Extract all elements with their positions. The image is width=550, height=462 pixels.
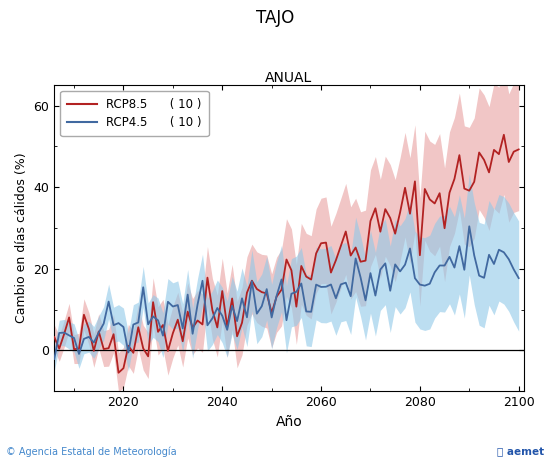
Y-axis label: Cambio en días cálidos (%): Cambio en días cálidos (%): [15, 153, 28, 323]
X-axis label: Año: Año: [276, 414, 303, 429]
Text: Ⓜ aemet: Ⓜ aemet: [497, 447, 544, 457]
Title: ANUAL: ANUAL: [265, 71, 312, 85]
Text: TAJO: TAJO: [256, 9, 294, 27]
Text: © Agencia Estatal de Meteorología: © Agencia Estatal de Meteorología: [6, 447, 176, 457]
Legend: RCP8.5      ( 10 ), RCP4.5      ( 10 ): RCP8.5 ( 10 ), RCP4.5 ( 10 ): [60, 91, 209, 136]
